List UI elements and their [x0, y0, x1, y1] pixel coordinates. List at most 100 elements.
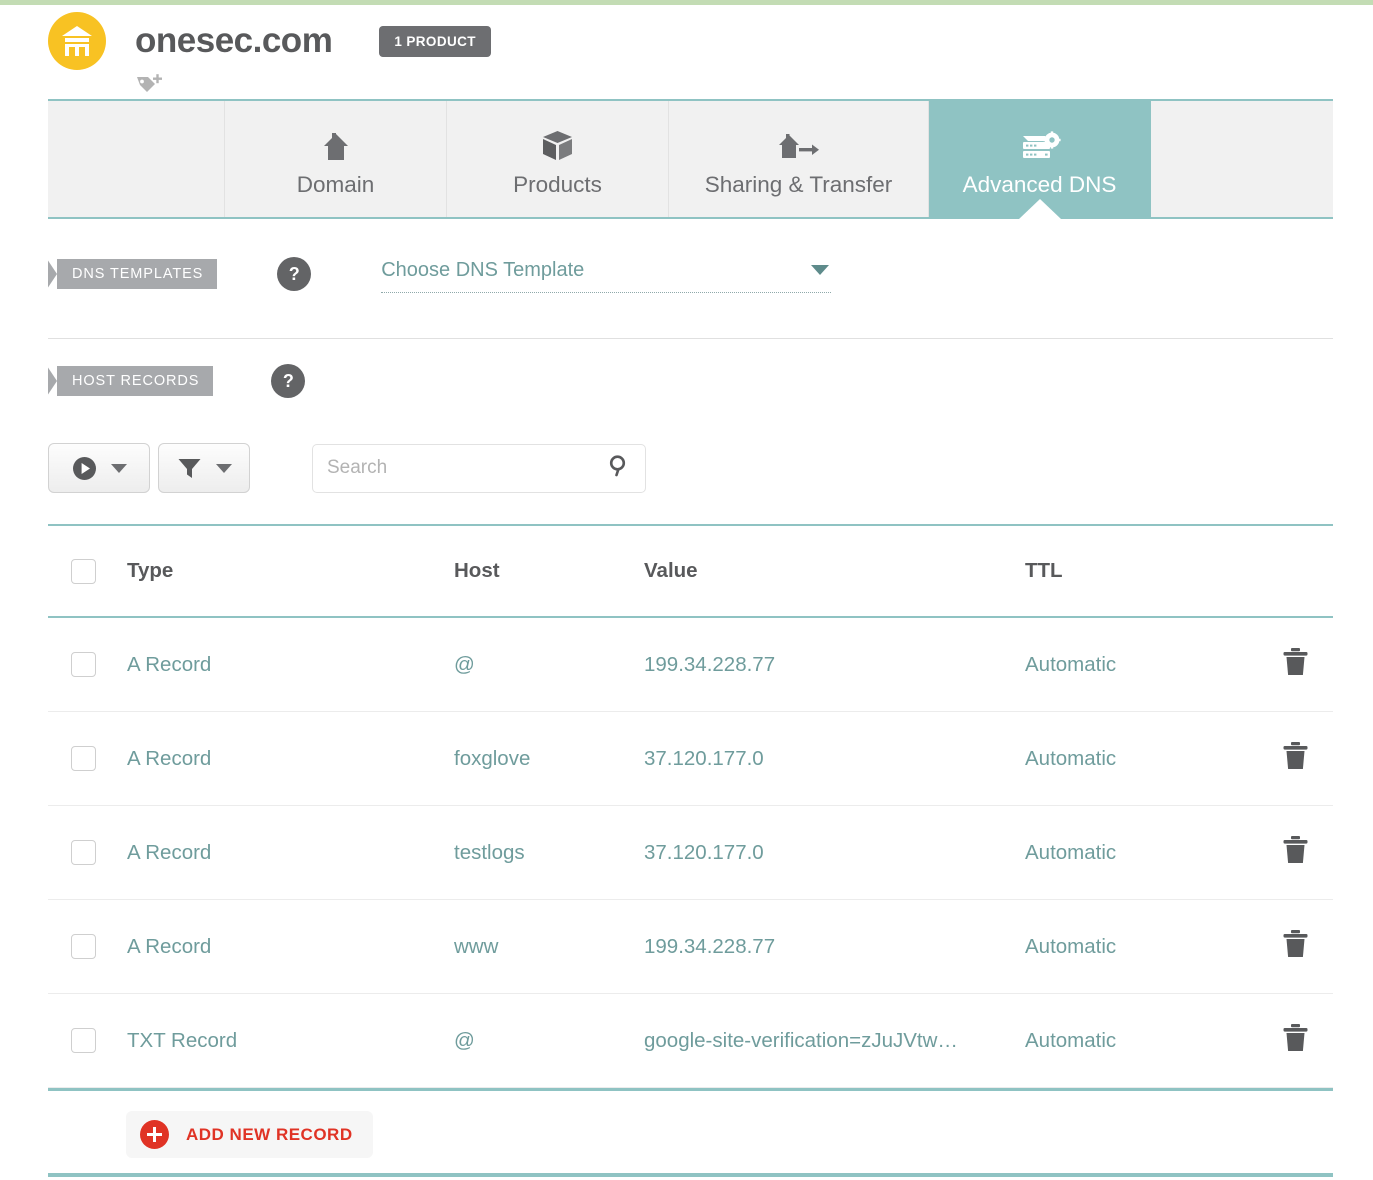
dns-templates-ribbon: DNS TEMPLATES [46, 259, 218, 289]
filter-dropdown-button[interactable] [158, 443, 250, 493]
active-tab-pointer [1018, 199, 1061, 219]
tag-plus-icon[interactable] [135, 74, 1338, 99]
select-all-checkbox[interactable] [71, 558, 96, 584]
cell-actions [1265, 647, 1333, 682]
row-select-cell [48, 652, 127, 677]
column-header-host: Host [454, 559, 500, 582]
add-new-record-label: ADD NEW RECORD [186, 1124, 353, 1144]
row-select-cell [48, 746, 127, 771]
table-bottom-rule [48, 1088, 1333, 1091]
cell-host: www [454, 934, 499, 958]
product-count-badge: 1 PRODUCT [379, 25, 491, 57]
tab-advanced-dns-label: Advanced DNS [962, 171, 1117, 197]
row-select-cell [48, 1028, 127, 1053]
play-circle-icon [72, 456, 97, 481]
main-tabbar: Domain Products Sharing & [48, 99, 1333, 219]
host-records-toolbar [48, 443, 1333, 493]
home-icon [320, 121, 352, 163]
cell-ttl: Automatic [1025, 652, 1117, 676]
home-arrow-icon [777, 121, 821, 163]
add-new-record-button[interactable]: ADD NEW RECORD [126, 1111, 373, 1158]
host-records-help-icon[interactable]: ? [271, 364, 306, 398]
row-checkbox[interactable] [71, 746, 96, 771]
trash-icon[interactable] [1282, 929, 1309, 964]
cell-type: A Record [127, 934, 212, 958]
table-row[interactable]: A Record www 199.34.228.77 Automatic [48, 900, 1333, 994]
funnel-icon [177, 456, 202, 480]
cell-actions [1265, 929, 1333, 964]
tab-domain[interactable]: Domain [225, 101, 447, 217]
cell-host: foxglove [454, 746, 531, 770]
tab-domain-label: Domain [296, 171, 375, 197]
cell-ttl: Automatic [1025, 1028, 1117, 1052]
dns-template-select-value: Choose DNS Template [381, 259, 585, 281]
cell-host: testlogs [454, 840, 525, 864]
section-divider [48, 338, 1333, 339]
cell-type: TXT Record [127, 1028, 238, 1052]
row-checkbox[interactable] [71, 652, 96, 677]
row-checkbox[interactable] [71, 1028, 96, 1053]
table-row[interactable]: A Record testlogs 37.120.177.0 Automatic [48, 806, 1333, 900]
cell-type: A Record [127, 840, 212, 864]
cell-actions [1265, 1023, 1333, 1058]
cell-actions [1265, 835, 1333, 870]
search-box[interactable] [312, 443, 646, 493]
cell-value: 199.34.228.77 [644, 934, 776, 958]
row-checkbox[interactable] [71, 840, 96, 865]
storefront-icon [48, 12, 106, 70]
page-header: onesec.com 1 PRODUCT [48, 10, 1338, 92]
server-gear-icon [1017, 121, 1063, 163]
trash-icon[interactable] [1282, 647, 1309, 682]
plus-circle-icon [140, 1120, 169, 1149]
cell-type: A Record [127, 652, 212, 676]
tab-spacer-right [1151, 101, 1333, 217]
dns-templates-help-icon[interactable]: ? [277, 257, 312, 291]
row-checkbox[interactable] [71, 934, 96, 959]
cell-ttl: Automatic [1025, 840, 1117, 864]
column-header-type: Type [127, 559, 174, 582]
brand-row: onesec.com 1 PRODUCT [48, 10, 1338, 72]
cell-ttl: Automatic [1025, 934, 1117, 958]
magnifier-icon[interactable] [607, 454, 631, 483]
table-top-rule [48, 524, 1333, 526]
tab-advanced-dns[interactable]: Advanced DNS [929, 101, 1151, 219]
cell-ttl: Automatic [1025, 746, 1117, 770]
cell-value: 199.34.228.77 [644, 652, 776, 676]
dns-template-select[interactable]: Choose DNS Template [381, 259, 832, 293]
box-icon [541, 121, 574, 163]
select-all-cell [48, 558, 127, 584]
column-header-ttl: TTL [1025, 559, 1063, 582]
host-records-ribbon: HOST RECORDS [46, 366, 214, 396]
cell-value: 37.120.177.0 [644, 840, 764, 864]
row-select-cell [48, 934, 127, 959]
trash-icon[interactable] [1282, 1023, 1309, 1058]
row-select-cell [48, 840, 127, 865]
trash-icon[interactable] [1282, 741, 1309, 776]
column-header-value: Value [644, 559, 698, 582]
chevron-down-icon [215, 463, 232, 473]
search-input[interactable] [327, 457, 607, 479]
tab-products[interactable]: Products [447, 101, 669, 217]
tab-products-label: Products [513, 171, 602, 197]
footer-rule [48, 1173, 1333, 1177]
cell-host: @ [454, 652, 475, 676]
host-records-section: HOST RECORDS ? [46, 364, 1333, 416]
page-title: onesec.com [135, 21, 333, 60]
host-records-table: Type Host Value TTL A Record @ 199.34.22… [48, 524, 1333, 1091]
table-row[interactable]: A Record foxglove 37.120.177.0 Automatic [48, 712, 1333, 806]
tab-spacer-left [48, 101, 225, 217]
chevron-down-icon [110, 463, 127, 473]
tab-sharing-transfer-label: Sharing & Transfer [704, 171, 893, 197]
table-row[interactable]: A Record @ 199.34.228.77 Automatic [48, 618, 1333, 712]
cell-value: 37.120.177.0 [644, 746, 764, 770]
cell-host: @ [454, 1028, 475, 1052]
trash-icon[interactable] [1282, 835, 1309, 870]
cell-value: google-site-verification=zJuJVtw… [644, 1028, 958, 1052]
tab-sharing-transfer[interactable]: Sharing & Transfer [669, 101, 929, 217]
action-dropdown-button[interactable] [48, 443, 150, 493]
top-accent-strip [0, 0, 1373, 5]
cell-actions [1265, 741, 1333, 776]
table-row[interactable]: TXT Record @ google-site-verification=zJ… [48, 994, 1333, 1088]
chevron-down-icon [811, 265, 830, 275]
